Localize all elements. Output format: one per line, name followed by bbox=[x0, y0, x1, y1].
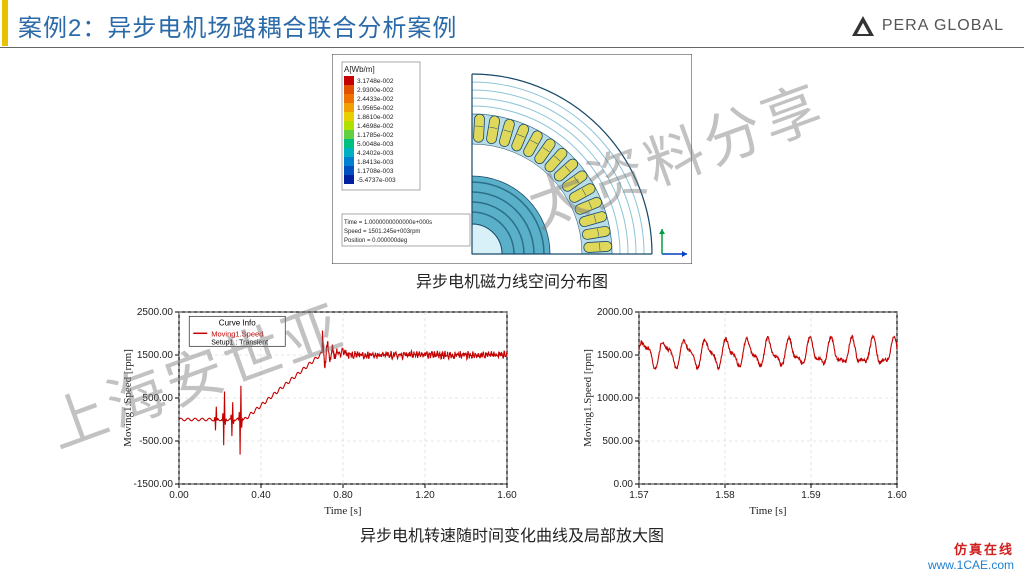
footer: 仿真在线 www.1CAE.com bbox=[928, 539, 1014, 572]
svg-text:Position = 0.000000deg: Position = 0.000000deg bbox=[344, 238, 407, 244]
svg-text:2000.00: 2000.00 bbox=[597, 307, 634, 318]
logo-text: PERA GLOBAL bbox=[882, 17, 1004, 35]
speed-vs-time-chart: 0.00 0.40 0.80 1.20 1.60 -1500.00 -500.00 500.0… bbox=[117, 298, 517, 518]
svg-text:500.00: 500.00 bbox=[142, 393, 173, 404]
svg-text:Time [s]: Time [s] bbox=[749, 505, 786, 517]
svg-text:2500.00: 2500.00 bbox=[137, 307, 174, 318]
svg-text:1500.00: 1500.00 bbox=[137, 350, 174, 361]
svg-text:1000.00: 1000.00 bbox=[597, 393, 634, 404]
content-area: A[Wb/m] 3.1748e-002 2.9300e-002 2.4433e-002… bbox=[0, 48, 1024, 546]
svg-text:5.0048e-003: 5.0048e-003 bbox=[357, 141, 394, 148]
svg-text:0.00: 0.00 bbox=[169, 490, 189, 501]
svg-text:-1500.00: -1500.00 bbox=[134, 479, 174, 490]
svg-text:Setup1 : Transient: Setup1 : Transient bbox=[211, 339, 268, 346]
svg-text:Speed = 1501.245e+003rpm: Speed = 1501.245e+003rpm bbox=[344, 229, 420, 235]
header: 案例2：异步电机场路耦合联合分析案例 PERA GLOBAL bbox=[0, 0, 1024, 48]
svg-text:1.60: 1.60 bbox=[887, 490, 907, 501]
svg-text:1.57: 1.57 bbox=[629, 490, 649, 501]
svg-text:1.9565e-002: 1.9565e-002 bbox=[357, 105, 394, 112]
svg-text:2.4433e-002: 2.4433e-002 bbox=[357, 96, 394, 103]
svg-text:Time = 1.0000000000000e+000s: Time = 1.0000000000000e+000s bbox=[344, 220, 432, 226]
accent-bar bbox=[2, 0, 8, 46]
svg-text:1.8413e-003: 1.8413e-003 bbox=[357, 159, 394, 166]
svg-text:1.20: 1.20 bbox=[415, 490, 435, 501]
svg-text:0.00: 0.00 bbox=[614, 479, 634, 490]
svg-text:-500.00: -500.00 bbox=[139, 436, 173, 447]
svg-text:500.00: 500.00 bbox=[602, 436, 633, 447]
svg-text:-5.4737e-003: -5.4737e-003 bbox=[357, 177, 396, 184]
svg-text:1.60: 1.60 bbox=[497, 490, 517, 501]
svg-text:0.80: 0.80 bbox=[333, 490, 353, 501]
logo: PERA GLOBAL bbox=[850, 14, 1004, 38]
svg-text:1.8610e-002: 1.8610e-002 bbox=[357, 114, 394, 121]
top-caption: 异步电机磁力线空间分布图 bbox=[416, 268, 608, 292]
page-title: 案例2：异步电机场路耦合联合分析案例 bbox=[18, 8, 457, 43]
svg-text:Moving1.Speed [rpm]: Moving1.Speed [rpm] bbox=[122, 349, 134, 447]
svg-text:1.1785e-002: 1.1785e-002 bbox=[357, 132, 394, 139]
footer-brand: 仿真在线 bbox=[928, 539, 1014, 558]
svg-text:0.40: 0.40 bbox=[251, 490, 271, 501]
logo-icon bbox=[850, 14, 876, 38]
bottom-caption: 异步电机转速随时间变化曲线及局部放大图 bbox=[360, 522, 664, 546]
svg-text:Moving1.Speed [rpm]: Moving1.Speed [rpm] bbox=[582, 349, 594, 447]
svg-text:Moving1.Speed: Moving1.Speed bbox=[211, 329, 263, 338]
motor-field-figure: A[Wb/m] 3.1748e-002 2.9300e-002 2.4433e-002… bbox=[332, 54, 692, 292]
speed-zoom-chart: 1.57 1.58 1.59 1.60 0.00 500.00 1000.00 1500.00… bbox=[577, 298, 907, 518]
svg-text:Curve Info: Curve Info bbox=[219, 318, 256, 327]
charts-row: 0.00 0.40 0.80 1.20 1.60 -1500.00 -500.00 500.0… bbox=[30, 298, 994, 518]
motor-svg: A[Wb/m] 3.1748e-002 2.9300e-002 2.4433e-002… bbox=[332, 54, 692, 264]
svg-text:1.58: 1.58 bbox=[715, 490, 735, 501]
svg-text:1.1708e-003: 1.1708e-003 bbox=[357, 168, 394, 175]
svg-text:1.4698e-002: 1.4698e-002 bbox=[357, 123, 394, 130]
svg-text:1500.00: 1500.00 bbox=[597, 350, 634, 361]
svg-text:Time [s]: Time [s] bbox=[324, 505, 361, 517]
svg-text:3.1748e-002: 3.1748e-002 bbox=[357, 78, 394, 85]
footer-url: www.1CAE.com bbox=[928, 558, 1014, 572]
svg-text:A[Wb/m]: A[Wb/m] bbox=[344, 65, 375, 74]
svg-text:4.2402e-003: 4.2402e-003 bbox=[357, 150, 394, 157]
svg-text:2.9300e-002: 2.9300e-002 bbox=[357, 87, 394, 94]
svg-text:1.59: 1.59 bbox=[801, 490, 821, 501]
